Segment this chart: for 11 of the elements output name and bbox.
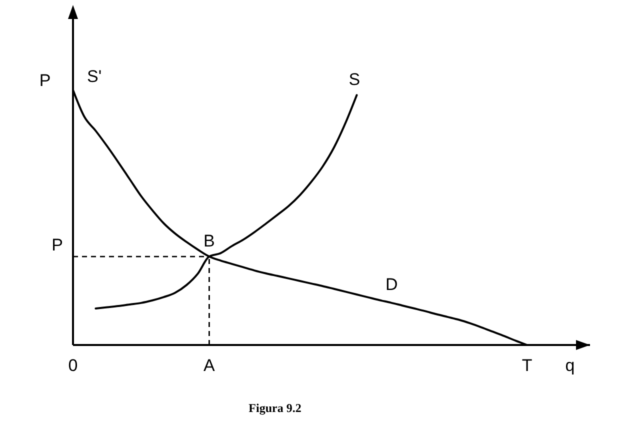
text: Figura 9.2 (248, 401, 302, 415)
x-tick-label: T (522, 356, 532, 376)
text: S' (87, 67, 102, 86)
ref-line-label: P (52, 236, 63, 255)
x-tick-label: A (204, 356, 216, 376)
x-axis-title: q (565, 356, 575, 375)
y-axis-title: P (39, 71, 51, 90)
x-tick-label: 0 (68, 356, 78, 376)
series-label: D (385, 275, 398, 294)
series-label: S (348, 70, 360, 90)
annotation: B (204, 232, 215, 251)
